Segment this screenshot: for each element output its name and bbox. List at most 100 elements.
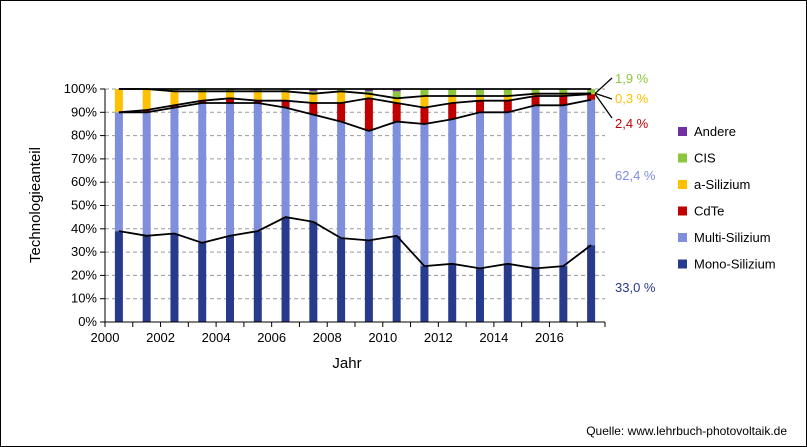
y-tick-label: 50% — [71, 198, 97, 213]
bar-segment — [226, 98, 234, 103]
y-tick-label: 100% — [64, 81, 98, 96]
bar-segment — [226, 235, 234, 322]
bar-segment — [281, 217, 290, 322]
legend-label: a-Silizium — [694, 177, 750, 192]
bar-segment — [476, 89, 484, 96]
bar-segment — [420, 89, 429, 96]
annotation-label: 0,3 % — [615, 91, 649, 106]
y-tick-label: 10% — [71, 291, 97, 306]
bar-segment — [337, 102, 346, 122]
bar-segment — [337, 121, 346, 239]
annotation-leader — [594, 77, 613, 94]
annotation-leader — [594, 92, 613, 100]
bar-segment — [587, 94, 596, 100]
bar-segment — [392, 89, 401, 92]
bar-segment — [503, 263, 512, 322]
bar-segment — [364, 91, 373, 94]
bar-segment — [559, 93, 568, 96]
x-tick-label: 2002 — [146, 330, 175, 345]
y-tick-label: 30% — [71, 244, 97, 259]
bar-segment — [142, 235, 151, 322]
bar-segment — [503, 89, 512, 96]
bar-segment — [337, 89, 346, 92]
bar-segment — [476, 100, 484, 113]
bars — [114, 89, 596, 322]
legend-label: Andere — [694, 124, 736, 139]
boundary-lines — [118, 88, 592, 270]
annotation-leader — [594, 93, 613, 119]
bar-segment — [420, 266, 429, 322]
bar-segment — [226, 91, 234, 99]
annotation-label: 33,0 % — [615, 280, 656, 295]
bar-segment — [281, 100, 290, 108]
legend-label: Mono-Silizium — [694, 257, 776, 272]
legend-label: CdTe — [694, 204, 724, 219]
bar-segment — [253, 102, 262, 232]
bar-segment — [364, 240, 373, 322]
legend-swatch — [678, 153, 687, 163]
y-tick-label: 70% — [71, 151, 97, 166]
y-tick-label: 60% — [71, 174, 97, 189]
bar-segment — [281, 91, 290, 101]
bar-segment — [226, 102, 234, 236]
x-axis-title: Jahr — [332, 355, 361, 372]
y-tick-label: 0% — [78, 314, 97, 329]
bar-segment — [531, 95, 540, 106]
bar-segment — [559, 95, 568, 106]
bar-segment — [531, 89, 540, 94]
legend-swatch — [678, 206, 687, 216]
annotations: 1,9 % 0,3 % 2,4 % 62,4 % 33,0 % — [594, 71, 656, 295]
bar-segment — [253, 100, 262, 103]
annotation-label: 2,4 % — [615, 116, 649, 131]
bar-segment — [559, 266, 568, 322]
bar-segment — [142, 109, 151, 113]
bar-segment — [559, 89, 568, 94]
bar-segment — [364, 98, 373, 131]
x-tick-label: 2004 — [202, 330, 231, 345]
x-tick-label: 2016 — [535, 330, 564, 345]
bar-segment — [114, 112, 123, 232]
bar-segment — [364, 89, 373, 92]
bar-segment — [587, 245, 596, 322]
annotation-label: 1,9 % — [615, 71, 649, 86]
y-tick-labels: 0% 10% 20% 30% 40% 50% 60% 70% 80% 90% 100% — [64, 81, 98, 329]
bar-segment — [309, 93, 318, 103]
bar-segment — [309, 102, 318, 115]
bar-segment — [170, 107, 179, 234]
bar-segment — [587, 99, 596, 246]
bar-segment — [198, 102, 207, 243]
bar-segment — [392, 102, 401, 122]
bar-segment — [170, 91, 179, 106]
legend-label: CIS — [694, 151, 716, 166]
bar-segment — [337, 238, 346, 322]
annotation-label: 62,4 % — [615, 168, 656, 183]
x-tick-label: 2000 — [91, 330, 120, 345]
bar-segment — [198, 91, 207, 101]
bar-segment — [142, 89, 151, 110]
x-tick-label: 2012 — [424, 330, 453, 345]
boundary-line — [118, 98, 592, 132]
bar-segment — [114, 231, 123, 322]
bar-segment — [448, 89, 457, 96]
legend-swatch — [678, 233, 687, 242]
boundary-line — [118, 216, 592, 270]
bar-segment — [392, 98, 401, 103]
y-tick-label: 40% — [71, 221, 97, 236]
bar-segment — [392, 91, 401, 99]
bar-segment — [309, 114, 318, 222]
bar-segment — [364, 130, 373, 241]
bar-segment — [392, 121, 401, 236]
bar-segment — [198, 100, 207, 103]
x-tick-label: 2014 — [479, 330, 508, 345]
bar-segment — [337, 91, 346, 103]
bar-segment — [198, 242, 207, 322]
bar-segment — [253, 89, 262, 92]
bar-segment — [476, 112, 484, 269]
bar-segment — [392, 235, 401, 322]
bar-segment — [448, 263, 457, 322]
legend-swatch — [678, 180, 687, 189]
bar-segment — [198, 89, 207, 92]
boundary-line — [118, 93, 592, 114]
y-tick-label: 90% — [71, 104, 97, 119]
